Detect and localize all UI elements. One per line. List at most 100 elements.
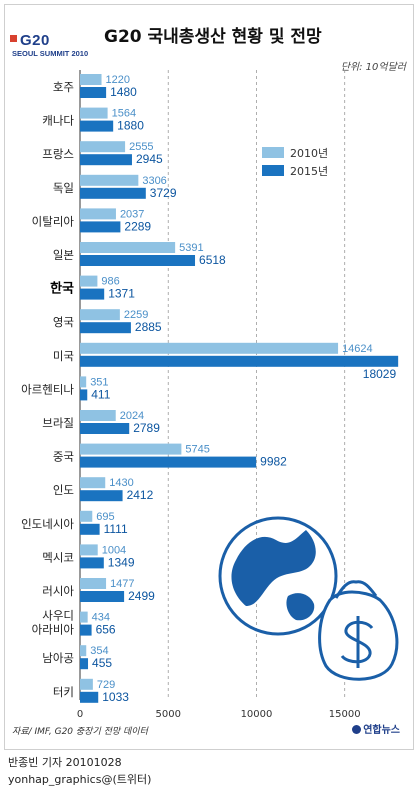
legend-label-1: 2015년 bbox=[290, 165, 328, 178]
category-label-14: 멕시코 bbox=[42, 550, 74, 564]
bar-2015-8 bbox=[80, 355, 399, 367]
x-tick-label-15000: 15000 bbox=[329, 709, 361, 720]
value-label-2010-17: 354 bbox=[90, 645, 108, 657]
value-label-2015-4: 2289 bbox=[124, 219, 151, 233]
value-label-2010-1: 1564 bbox=[112, 108, 136, 120]
value-label-2010-10: 2024 bbox=[120, 410, 144, 422]
bar-2015-0 bbox=[80, 87, 107, 98]
category-label-6: 한국 bbox=[50, 281, 74, 297]
bar-2015-18 bbox=[80, 691, 99, 703]
value-label-2015-9: 411 bbox=[91, 387, 110, 401]
g20-logo-mark-icon bbox=[10, 35, 17, 42]
g20-logo: G20 SEOUL SUMMIT 2010 bbox=[10, 32, 88, 62]
value-label-2015-8: 18029 bbox=[363, 367, 397, 381]
value-label-2010-15: 1477 bbox=[110, 578, 134, 590]
bar-2015-5 bbox=[80, 255, 196, 266]
bar-2015-12 bbox=[80, 490, 123, 502]
value-label-2010-4: 2037 bbox=[120, 208, 144, 220]
bar-2010-14 bbox=[80, 544, 98, 556]
value-label-2015-7: 2885 bbox=[135, 320, 162, 334]
bar-2010-11 bbox=[80, 443, 182, 455]
legend-swatch-0 bbox=[262, 147, 284, 158]
value-label-2015-16: 656 bbox=[96, 623, 116, 637]
bar-2015-6 bbox=[80, 288, 105, 300]
category-label-line: 사우디 bbox=[42, 609, 74, 623]
globe-continent-icon bbox=[231, 530, 316, 606]
category-label-8: 미국 bbox=[53, 349, 74, 363]
bar-2010-6 bbox=[80, 275, 98, 287]
value-label-2010-8: 14624 bbox=[342, 343, 373, 355]
category-label-line: 러시아 bbox=[42, 584, 74, 598]
value-label-2015-3: 3729 bbox=[150, 186, 177, 200]
bar-2015-11 bbox=[80, 456, 257, 468]
bar-2010-4 bbox=[80, 208, 116, 220]
value-label-2010-3: 3306 bbox=[142, 175, 166, 187]
value-label-2015-0: 1480 bbox=[110, 85, 137, 99]
bar-2010-3 bbox=[80, 174, 139, 186]
dollar-sign-icon bbox=[340, 616, 374, 668]
category-label-line: 남아공 bbox=[42, 651, 74, 665]
category-label-13: 인도네시아 bbox=[21, 517, 74, 531]
category-label-7: 영국 bbox=[53, 315, 74, 329]
value-label-2010-11: 5745 bbox=[185, 444, 209, 456]
bar-2010-5 bbox=[80, 242, 176, 253]
x-tick-label-0: 0 bbox=[77, 709, 83, 720]
value-label-2010-0: 1220 bbox=[106, 74, 130, 86]
bar-2015-16 bbox=[80, 624, 92, 636]
category-label-line: 미국 bbox=[53, 349, 74, 363]
category-label-line: 브라질 bbox=[42, 416, 74, 430]
credit-line-2: yonhap_graphics@(트위터) bbox=[8, 773, 152, 786]
bar-2010-13 bbox=[80, 510, 93, 522]
bar-2010-2 bbox=[80, 141, 126, 153]
value-label-2015-2: 2945 bbox=[136, 152, 163, 166]
category-label-0: 호주 bbox=[53, 80, 74, 94]
category-label-11: 중국 bbox=[53, 450, 74, 464]
value-label-2015-12: 2412 bbox=[127, 488, 154, 502]
bar-2015-14 bbox=[80, 557, 104, 569]
chart-title: G20 국내총생산 현황 및 전망 bbox=[104, 27, 322, 47]
value-label-2015-17: 455 bbox=[92, 656, 112, 670]
category-label-line: 일본 bbox=[53, 248, 74, 262]
bar-2015-2 bbox=[80, 154, 132, 166]
value-label-2010-2: 2555 bbox=[129, 141, 153, 153]
category-label-line: 아르헨티나 bbox=[21, 382, 74, 396]
category-label-line: 터키 bbox=[53, 685, 74, 699]
value-label-2010-16: 434 bbox=[92, 612, 110, 624]
value-label-2010-7: 2259 bbox=[124, 309, 148, 321]
category-label-line: 영국 bbox=[53, 315, 74, 329]
bar-2015-3 bbox=[80, 187, 146, 199]
value-label-2010-9: 351 bbox=[90, 376, 108, 388]
category-label-9: 아르헨티나 bbox=[21, 382, 74, 396]
bar-2010-8 bbox=[80, 342, 339, 354]
bar-2010-1 bbox=[80, 107, 108, 119]
source-note: 자료/ IMF, G20 중장기 전망 데이터 bbox=[12, 727, 148, 737]
category-label-16: 사우디 아라비아 bbox=[32, 609, 75, 637]
globe-continent-icon bbox=[286, 593, 315, 621]
value-label-2015-15: 2499 bbox=[128, 589, 155, 603]
bar-2010-16 bbox=[80, 611, 88, 623]
category-label-line: 아라비아 bbox=[32, 623, 75, 637]
logo-top-text: G20 bbox=[20, 32, 50, 49]
value-label-2015-1: 1880 bbox=[117, 119, 144, 133]
credit-line-1: 반종빈 기자 20101028 bbox=[8, 756, 122, 769]
category-label-5: 일본 bbox=[53, 248, 74, 262]
legend-swatch-1 bbox=[262, 165, 284, 176]
globe-outline-icon bbox=[218, 516, 338, 636]
logo-bottom-text: SEOUL SUMMIT 2010 bbox=[12, 49, 89, 58]
category-label-line: 한국 bbox=[50, 281, 74, 297]
bar-2010-9 bbox=[80, 376, 87, 388]
value-label-2015-5: 6518 bbox=[199, 253, 226, 267]
yonhap-brand: 연합뉴스 bbox=[352, 721, 400, 736]
category-label-1: 캐나다 bbox=[42, 114, 74, 128]
value-label-2015-11: 9982 bbox=[260, 455, 287, 469]
value-label-2010-18: 729 bbox=[97, 679, 115, 691]
bar-2010-0 bbox=[80, 74, 102, 85]
value-label-2015-14: 1349 bbox=[108, 555, 135, 569]
value-label-2015-10: 2789 bbox=[133, 421, 160, 435]
category-label-line: 인도네시아 bbox=[21, 517, 74, 531]
bar-2015-10 bbox=[80, 423, 130, 434]
bar-2010-7 bbox=[80, 309, 120, 321]
unit-label: 단위: 10억달러 bbox=[340, 62, 406, 73]
category-label-10: 브라질 bbox=[42, 416, 74, 430]
legend-label-0: 2010년 bbox=[290, 147, 328, 160]
